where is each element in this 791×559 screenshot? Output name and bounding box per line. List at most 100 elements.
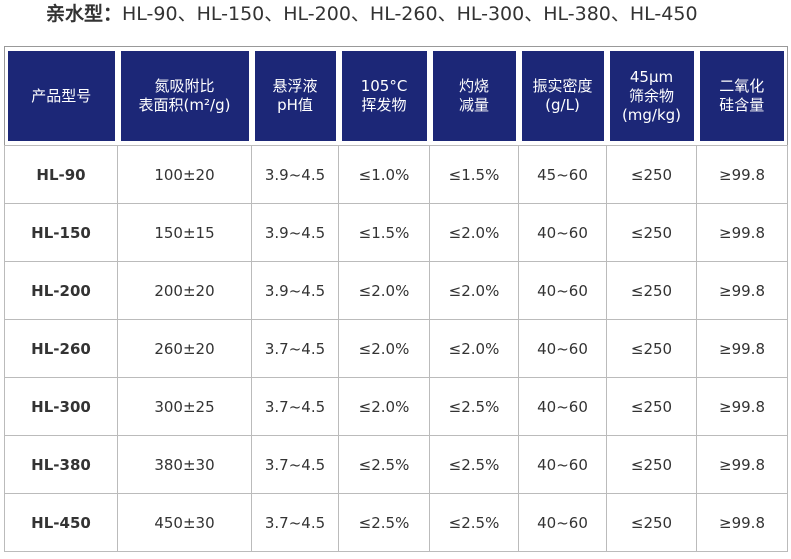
value-cell: 40~60: [518, 261, 607, 320]
value-cell: 40~60: [518, 493, 607, 552]
model-cell: HL-90: [4, 145, 118, 204]
value-cell: ≥99.8: [696, 145, 788, 204]
value-cell: ≤2.5%: [429, 435, 519, 494]
header-box: 悬浮液 pH值: [254, 51, 336, 141]
model-cell: HL-150: [4, 203, 118, 262]
header-text: (g/L): [545, 96, 580, 114]
header-box: 灼烧 减量: [432, 51, 516, 141]
table-row: HL-150 150±15 3.9~4.5 ≤1.5% ≤2.0% 40~60 ≤250 ≥9…: [4, 203, 788, 262]
value-cell: 150±15: [117, 203, 252, 262]
header-text: 105°C: [360, 77, 408, 95]
header-box: 二氧化 硅含量: [699, 51, 784, 141]
header-text: 45μm: [629, 67, 674, 86]
model-cell: HL-260: [4, 319, 118, 378]
header-cell: 悬浮液 pH值: [252, 47, 339, 146]
header-cell: 振实密度 (g/L): [519, 47, 607, 146]
header-box: 产品型号: [8, 51, 115, 141]
header-cell: 氮吸附比 表面积(m²/g): [118, 47, 252, 146]
title: 亲水型：HL-90、HL-150、HL-200、HL-260、HL-300、HL…: [46, 0, 698, 28]
value-cell: ≥99.8: [696, 377, 788, 436]
header-text: 减量: [458, 96, 489, 114]
value-cell: ≤2.0%: [338, 261, 430, 320]
value-cell: ≥99.8: [696, 319, 788, 378]
header-cell: 45μm 筛余物 (mg/kg): [607, 47, 697, 146]
value-cell: ≤2.5%: [338, 493, 430, 552]
value-cell: ≤250: [606, 203, 697, 262]
table-row: HL-260 260±20 3.7~4.5 ≤2.0% ≤2.0% 40~60 ≤250 ≥9…: [4, 319, 788, 378]
value-cell: ≤250: [606, 493, 697, 552]
spec-table: 产品型号 氮吸附比 表面积(m²/g) 悬浮液 pH值 105°C 挥发物 灼烧 减量 振实密度(…: [4, 46, 788, 552]
value-cell: 3.9~4.5: [251, 145, 339, 204]
table-row: HL-450 450±30 3.7~4.5 ≤2.5% ≤2.5% 40~60 ≤250 ≥9…: [4, 493, 788, 552]
value-cell: ≤2.5%: [429, 493, 519, 552]
header-text: pH值: [277, 96, 313, 114]
value-cell: ≤1.0%: [338, 145, 430, 204]
value-cell: ≤2.0%: [338, 319, 430, 378]
value-cell: 3.7~4.5: [251, 377, 339, 436]
header-box: 45μm 筛余物 (mg/kg): [609, 51, 694, 141]
table-row: HL-90 100±20 3.9~4.5 ≤1.0% ≤1.5% 45~60 ≤250 ≥99…: [4, 145, 788, 204]
table-row: HL-380 380±30 3.7~4.5 ≤2.5% ≤2.5% 40~60 ≤250 ≥9…: [4, 435, 788, 494]
header-text: 表面积(m²/g): [138, 96, 231, 114]
header-box: 振实密度 (g/L): [521, 51, 604, 141]
header-text: 挥发物: [361, 96, 407, 114]
value-cell: 380±30: [117, 435, 252, 494]
value-cell: ≤1.5%: [338, 203, 430, 262]
model-cell: HL-450: [4, 493, 118, 552]
header-cell: 二氧化 硅含量: [697, 47, 788, 146]
value-cell: 40~60: [518, 203, 607, 262]
value-cell: ≤2.0%: [429, 261, 519, 320]
value-cell: ≤250: [606, 261, 697, 320]
header-row: 产品型号 氮吸附比 表面积(m²/g) 悬浮液 pH值 105°C 挥发物 灼烧 减量 振实密度(…: [5, 47, 788, 146]
header-text: 悬浮液: [272, 77, 318, 95]
value-cell: ≤250: [606, 145, 697, 204]
table-row: HL-300 300±25 3.7~4.5 ≤2.0% ≤2.5% 40~60 ≤250 ≥9…: [4, 377, 788, 436]
header-cell: 105°C 挥发物: [339, 47, 430, 146]
header-cell: 灼烧 减量: [430, 47, 519, 146]
value-cell: 40~60: [518, 377, 607, 436]
header-cell: 产品型号: [5, 47, 118, 146]
value-cell: ≤2.0%: [338, 377, 430, 436]
header-box: 105°C 挥发物: [341, 51, 427, 141]
value-cell: ≤2.0%: [429, 319, 519, 378]
header-text: 筛余物: [628, 86, 674, 105]
value-cell: 450±30: [117, 493, 252, 552]
value-cell: ≤2.5%: [429, 377, 519, 436]
value-cell: ≤2.0%: [429, 203, 519, 262]
value-cell: ≤1.5%: [429, 145, 519, 204]
title-models: HL-90、HL-150、HL-200、HL-260、HL-300、HL-380…: [122, 3, 698, 25]
value-cell: 3.7~4.5: [251, 319, 339, 378]
value-cell: ≥99.8: [696, 435, 788, 494]
value-cell: 45~60: [518, 145, 607, 204]
value-cell: ≥99.8: [696, 261, 788, 320]
model-cell: HL-300: [4, 377, 118, 436]
value-cell: ≤2.5%: [338, 435, 430, 494]
value-cell: ≥99.8: [696, 493, 788, 552]
value-cell: ≤250: [606, 435, 697, 494]
value-cell: 3.9~4.5: [251, 261, 339, 320]
model-cell: HL-380: [4, 435, 118, 494]
value-cell: 3.7~4.5: [251, 493, 339, 552]
value-cell: 300±25: [117, 377, 252, 436]
header-box: 氮吸附比 表面积(m²/g): [120, 51, 249, 141]
header-text: 二氧化: [719, 77, 765, 95]
header-text: 氮吸附比: [154, 77, 215, 95]
value-cell: ≥99.8: [696, 203, 788, 262]
value-cell: 40~60: [518, 435, 607, 494]
value-cell: 3.9~4.5: [251, 203, 339, 262]
value-cell: 3.7~4.5: [251, 435, 339, 494]
header-text: 产品型号: [31, 86, 92, 105]
value-cell: 260±20: [117, 319, 252, 378]
header-text: (mg/kg): [621, 105, 682, 124]
header-text: 灼烧: [458, 77, 489, 95]
table-body: HL-90 100±20 3.9~4.5 ≤1.0% ≤1.5% 45~60 ≤250 ≥99…: [4, 145, 788, 552]
value-cell: 100±20: [117, 145, 252, 204]
model-cell: HL-200: [4, 261, 118, 320]
value-cell: ≤250: [606, 377, 697, 436]
header-text: 振实密度: [532, 77, 593, 95]
value-cell: 200±20: [117, 261, 252, 320]
table-row: HL-200 200±20 3.9~4.5 ≤2.0% ≤2.0% 40~60 ≤250 ≥9…: [4, 261, 788, 320]
value-cell: 40~60: [518, 319, 607, 378]
title-label: 亲水型：: [46, 3, 123, 25]
